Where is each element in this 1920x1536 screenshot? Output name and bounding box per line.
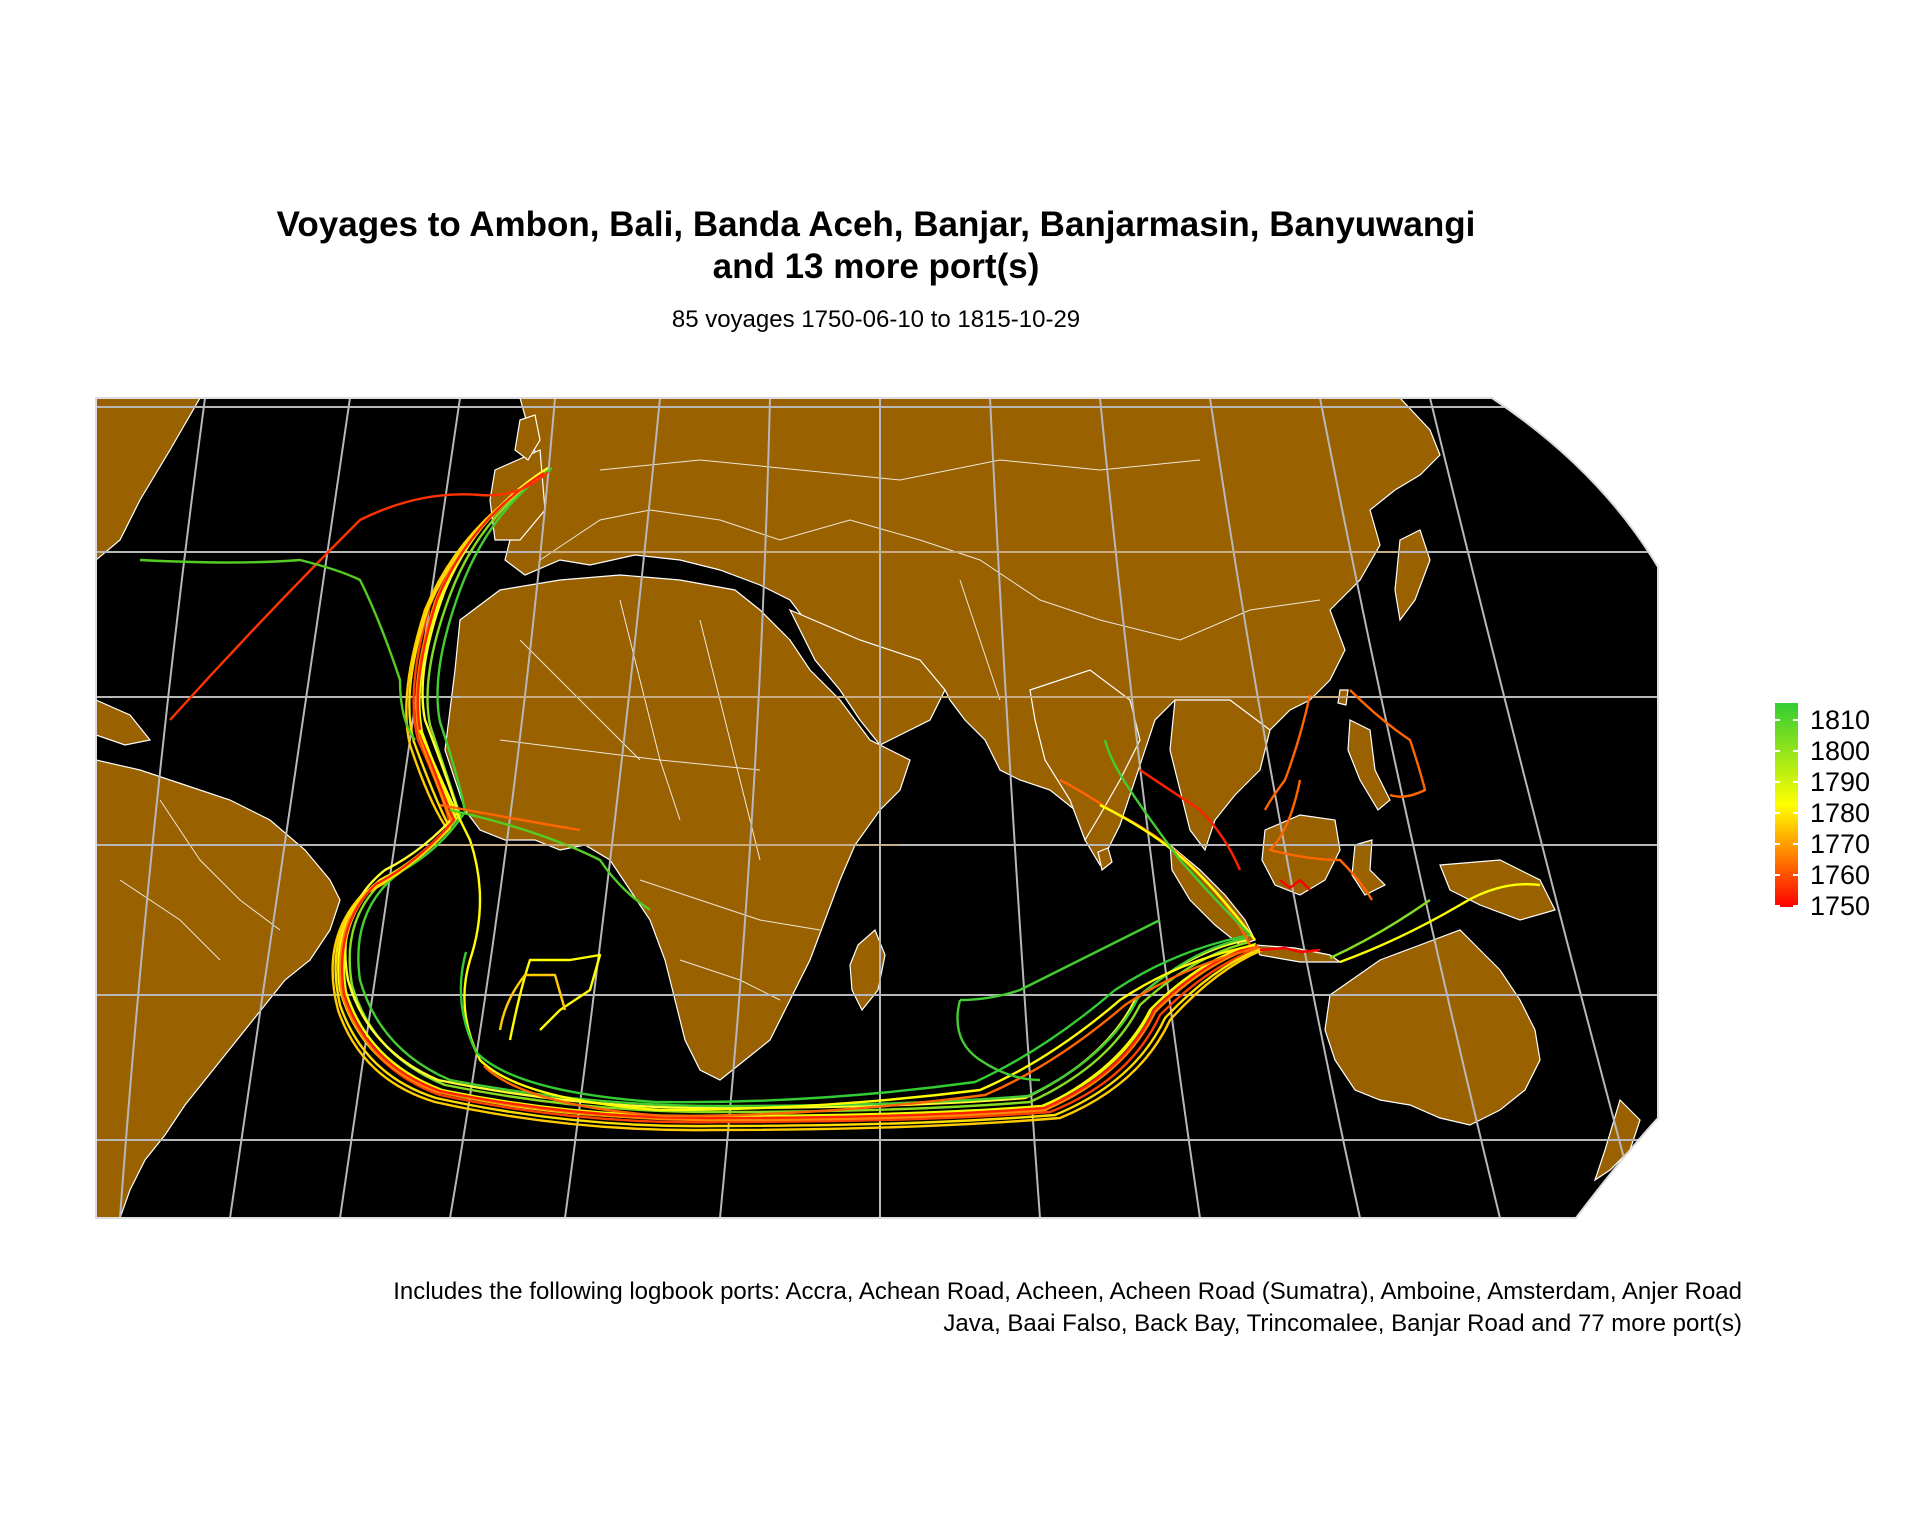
land <box>96 398 1641 1218</box>
caption-line-2: Java, Baai Falso, Back Bay, Trincomalee,… <box>943 1310 1742 1337</box>
legend-label-1760: 1760 <box>1810 860 1870 890</box>
madagascar <box>849 928 886 1012</box>
legend-label-1780: 1780 <box>1810 798 1870 828</box>
chart-title-line-2: and 13 more port(s) <box>712 247 1040 286</box>
legend-ticks <box>1775 719 1798 907</box>
arabia <box>788 608 946 746</box>
legend-label-1790: 1790 <box>1810 767 1870 797</box>
legend-label-1750: 1750 <box>1810 891 1870 921</box>
chart-subtitle: 85 voyages 1750-06-10 to 1815-10-29 <box>671 306 1081 333</box>
legend-label-1800: 1800 <box>1810 736 1870 766</box>
country-borders <box>119 459 1321 1001</box>
new-guinea <box>1439 859 1556 921</box>
india <box>1029 669 1141 842</box>
legend-label-1810: 1810 <box>1810 705 1870 735</box>
graticule-land <box>440 551 1400 846</box>
chart-title-line-1: Voyages to Ambon, Bali, Banda Aceh, Banj… <box>276 205 1476 244</box>
indochina <box>1169 699 1271 852</box>
caption-line-1: Includes the following logbook ports: Ac… <box>393 1278 1742 1305</box>
map-panel <box>96 398 1658 1218</box>
legend-colorbar <box>1775 703 1798 907</box>
africa <box>444 574 911 1081</box>
australia <box>1324 929 1541 1126</box>
south-america <box>96 759 341 1218</box>
color-legend: 1810 1800 1790 1780 1770 1760 1750 <box>1775 703 1870 921</box>
voyage-tracks <box>139 466 1541 1132</box>
legend-label-1770: 1770 <box>1810 829 1870 859</box>
map-border <box>95 397 1659 1219</box>
